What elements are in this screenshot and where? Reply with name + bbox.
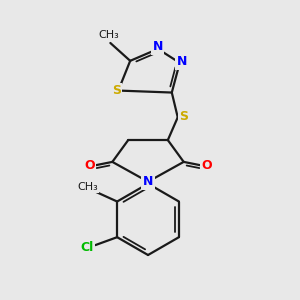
Text: N: N (153, 40, 163, 53)
Text: CH₃: CH₃ (77, 182, 98, 192)
Text: N: N (143, 175, 153, 188)
Text: O: O (201, 159, 212, 172)
Text: CH₃: CH₃ (98, 30, 119, 40)
Text: Cl: Cl (81, 241, 94, 254)
Text: S: S (179, 110, 188, 123)
Text: N: N (176, 55, 187, 68)
Text: S: S (112, 84, 121, 97)
Text: O: O (84, 159, 95, 172)
